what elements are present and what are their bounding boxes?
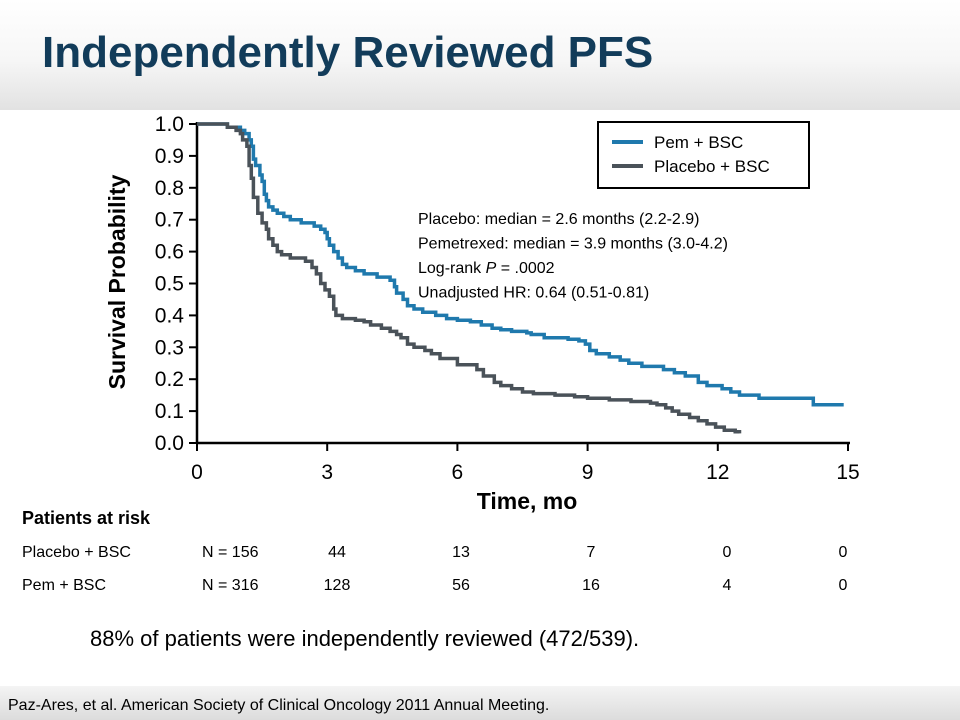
risk-table-title: Patients at risk [22,508,151,528]
legend-label-placebo: Placebo + BSC [654,157,770,176]
placebo-bsc-curve [197,122,742,434]
annotation-part: Unadjusted HR: 0.64 (0.51-0.81) [418,285,649,302]
risk-cell-value: 0 [722,544,732,561]
annotation-part: Placebo: median = 2.6 months (2.2-2.9) [418,211,700,228]
y-tick-label: 0.4 [155,304,185,327]
risk-cell-value: 0 [838,544,848,561]
y-tick-label: 0.6 [155,241,184,264]
x-tick-label: 6 [452,461,464,484]
x-tick-label: 3 [321,461,333,484]
risk-cell-value: 44 [328,544,346,561]
risk-row-label: Pem + BSC [22,577,107,594]
citation: Paz-Ares, et al. American Society of Cli… [8,697,550,714]
legend-box [597,121,810,189]
annotation-placebo-median: Placebo: median = 2.6 months (2.2-2.9) [418,211,700,228]
annotation-part: = .0002 [496,260,554,277]
plot-axes: 0.0 0.1 0.2 0.3 0.4 0.5 0.6 0.7 0.8 0.9 1.0 0 3 6 9 12 1… [104,113,860,514]
risk-cell-value: 56 [452,577,470,594]
x-axis-title: Time, mo [477,488,578,514]
slide-title: Independently Reviewed PFS [42,28,654,77]
risk-cell-value: 13 [452,544,470,561]
legend-label-pem: Pem + BSC [654,133,743,152]
risk-cell-value: 0 [838,577,848,594]
y-tick-label: 0.7 [155,209,184,232]
x-tick-label: 0 [191,461,203,484]
y-tick-label: 0.5 [155,273,184,296]
risk-cell-value: 128 [323,577,351,594]
y-tick-label: 0.9 [155,145,184,168]
title-band [0,0,960,110]
source-band [0,686,960,720]
y-tick-label: 0.1 [155,400,184,423]
x-tick-label: 12 [706,461,729,484]
risk-row-label: Placebo + BSC [22,544,131,561]
plot-curves [197,122,844,434]
risk-cell-value: 4 [722,577,732,594]
risk-row-n: N = 156 [202,544,259,561]
risk-cell-value: 7 [586,544,596,561]
legend: Pem + BSC Placebo + BSC [597,121,810,189]
annotation-pem-median: Pemetrexed: median = 3.9 months (3.0-4.2… [418,236,728,253]
annotation-part: Log-rank [418,260,486,277]
risk-row-n: N = 316 [202,577,259,594]
annotation-log-rank: Log-rank P = .0002 [418,260,555,277]
risk-cell-value: 16 [582,577,600,594]
annotation-part: P [486,260,497,277]
y-tick-label: 0.8 [155,177,184,200]
y-tick-label: 1.0 [155,113,184,136]
y-tick-label: 0.3 [155,336,184,359]
y-tick-label: 0.0 [155,432,184,455]
annotation-hr: Unadjusted HR: 0.64 (0.51-0.81) [418,285,649,302]
footnote: 88% of patients were independently revie… [90,626,640,651]
y-tick-label: 0.2 [155,368,184,391]
annotation-part: Pemetrexed: median = 3.9 months (3.0-4.2… [418,236,728,253]
y-axis-title: Survival Probability [104,174,130,389]
annotations: Placebo: median = 2.6 months (2.2-2.9) Pe… [418,211,728,302]
pem-bsc-curve [197,122,844,407]
x-tick-label: 9 [582,461,594,484]
x-tick-label: 15 [836,461,859,484]
